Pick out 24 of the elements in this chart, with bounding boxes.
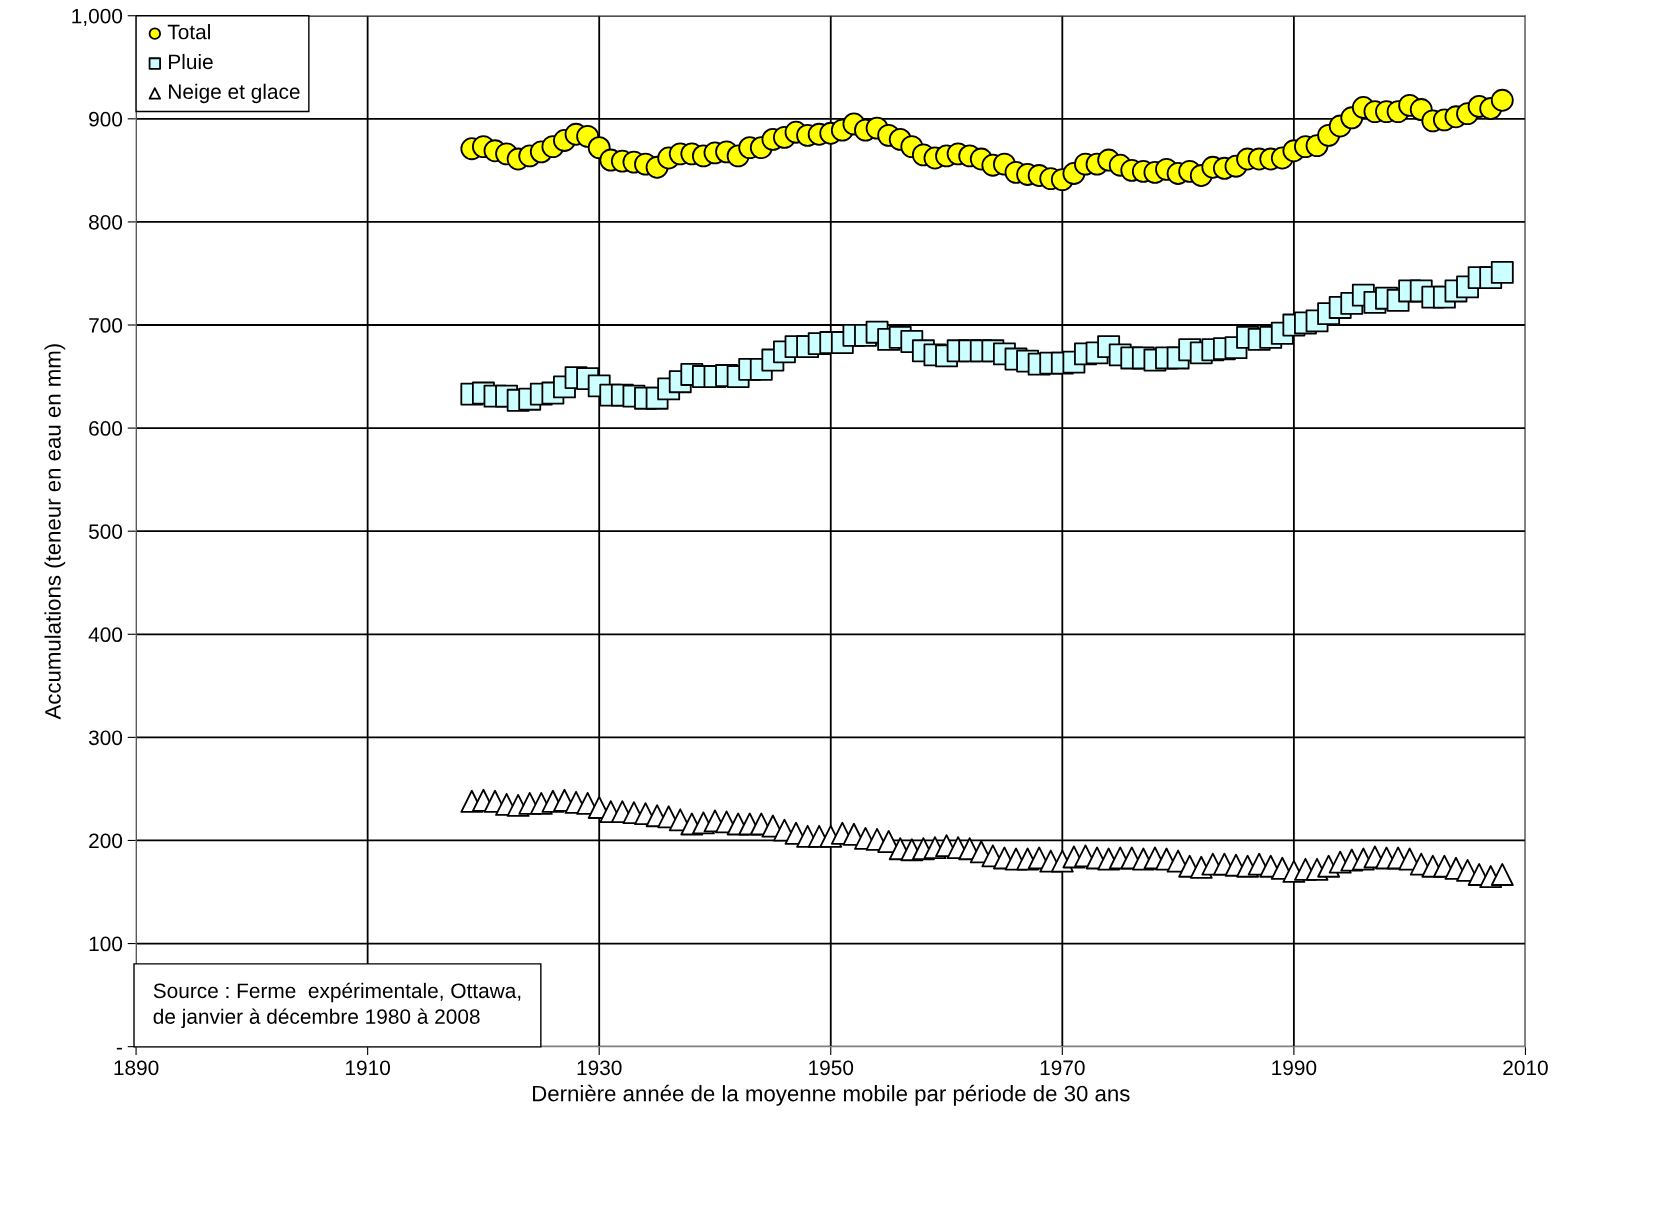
x-tick-label: 1890 [114, 1060, 159, 1076]
x-tick-label: 1950 [809, 1060, 854, 1076]
annotation: Source : Ferme expérimentale, Ottawa, de janvier à décembre 1980 à 2008 [153, 982, 521, 1029]
y-tick-label: 600 [89, 421, 123, 436]
y-tick-label: 200 [89, 833, 123, 849]
legend-label: Pluie [169, 53, 213, 70]
legend-label: Neige et glace [169, 83, 300, 104]
y-tick-label: 900 [89, 111, 123, 127]
x-tick-label: 1990 [1272, 1060, 1317, 1076]
y-tick-label: 800 [89, 214, 123, 230]
y-tick-label: - [116, 1047, 122, 1050]
x-axis-title: Dernière année de la moyenne mobile par période de 30 ans [533, 1084, 1130, 1106]
legend-label: Total [167, 24, 210, 40]
x-tick-label: 1970 [1040, 1060, 1085, 1076]
y-tick-label: 1,000 [72, 8, 123, 26]
x-tick-label: 2010 [1503, 1060, 1548, 1076]
y-tick-label: 300 [88, 730, 123, 746]
y-tick-label: 100 [89, 936, 123, 952]
x-tick-label: 1910 [346, 1060, 390, 1076]
y-tick-label: 400 [88, 627, 123, 643]
x-tick-label: 1930 [577, 1060, 622, 1076]
y-tick-label: 700 [89, 318, 123, 333]
y-axis-title: Accumulations (teneur en eau en mm) [44, 344, 66, 720]
y-tick-label: 500 [88, 524, 123, 539]
